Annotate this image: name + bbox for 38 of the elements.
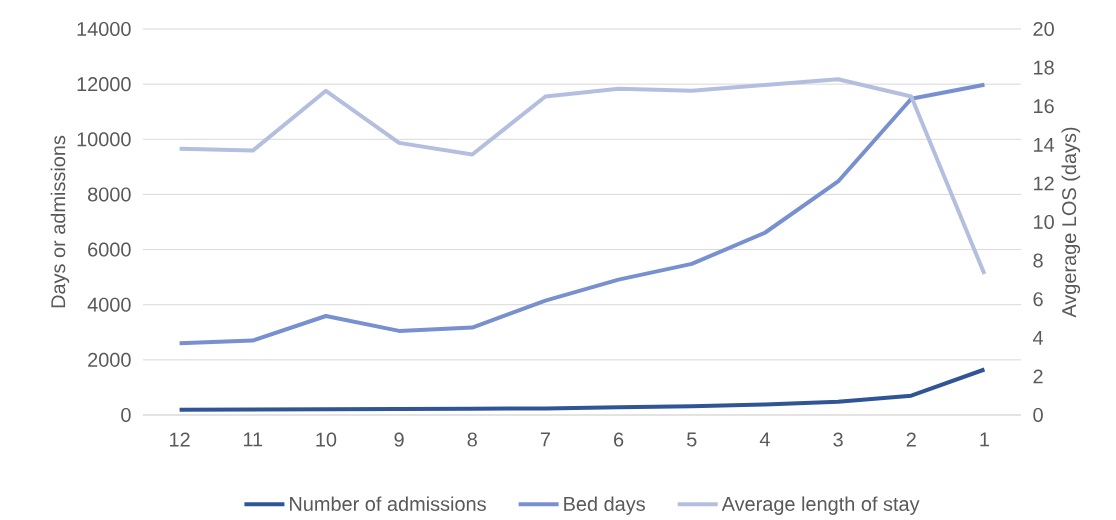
x-tick-label: 10: [316, 432, 337, 447]
y-tick-label: 14000: [77, 21, 131, 37]
x-tick-label: 9: [394, 432, 404, 447]
x-tick-label: 5: [687, 432, 697, 447]
x-tick-label: 12: [170, 432, 190, 447]
x-tick-label: 3: [833, 432, 843, 447]
y-axis-title: Days or admissions: [50, 135, 70, 308]
y2-tick-label: 4: [1032, 330, 1044, 345]
y-tick-label: 4000: [87, 297, 131, 312]
y2-tick-label: 20: [1033, 21, 1054, 37]
line-series: [177, 77, 987, 277]
y-tick-label: 12000: [77, 77, 131, 92]
line-series: [177, 82, 987, 346]
x-tick-label: 2: [906, 432, 916, 447]
y2-tick-label: 10: [1034, 214, 1054, 230]
x-tick-label: 4: [759, 432, 770, 447]
y2-tick-label: 6: [1033, 292, 1043, 307]
y-tick-label: 10000: [77, 132, 131, 147]
y2-tick-label: 8: [1033, 253, 1043, 268]
y2-tick-label: 14: [1034, 137, 1055, 152]
x-tick-label: 11: [243, 432, 263, 447]
legend-label: Bed days: [564, 496, 645, 515]
y2-tick-label: 0: [1033, 407, 1043, 423]
y-tick-label: 8000: [88, 187, 131, 202]
y-tick-label: 0: [121, 407, 131, 423]
x-tick-label: 8: [467, 432, 477, 447]
y2-tick-label: 18: [1034, 60, 1054, 75]
x-tick-label: 6: [614, 432, 624, 447]
y2-tick-label: 16: [1034, 99, 1054, 114]
y2-tick-label: 2: [1033, 369, 1043, 384]
x-tick-label: 7: [540, 432, 550, 447]
y2-axis-title: Avgerage LOS (days): [1061, 127, 1081, 318]
legend-label: Average length of stay: [721, 496, 920, 515]
x-tick-label: 1: [980, 432, 989, 447]
legend-label: Number of admissions: [290, 496, 486, 512]
y-tick-label: 2000: [88, 352, 131, 367]
y2-tick-label: 12: [1034, 176, 1054, 191]
y-tick-label: 6000: [88, 242, 131, 257]
